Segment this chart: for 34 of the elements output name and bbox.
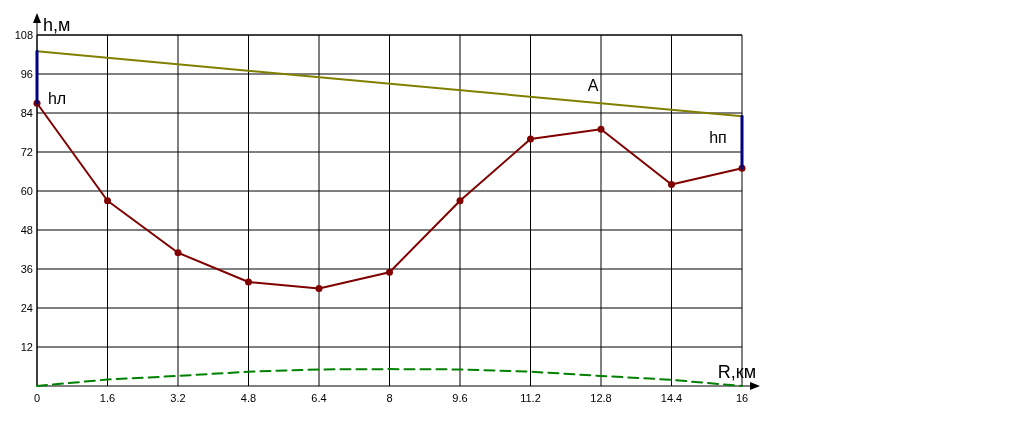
- x-tick-label: 14.4: [660, 392, 683, 404]
- point: [527, 135, 534, 143]
- point: [245, 278, 252, 286]
- y-tick-label: 24: [20, 302, 33, 314]
- point: [668, 181, 675, 188]
- x-tick-label: 0: [33, 392, 41, 404]
- y-tick-label: 72: [20, 146, 33, 158]
- x-tick-label: 4.8: [240, 392, 257, 404]
- x-tick-label: 11.2: [520, 392, 541, 404]
- point: [315, 285, 323, 292]
- x-tick-label: 3.2: [170, 392, 186, 404]
- y-tick-label: 48: [20, 224, 33, 236]
- y-tick-label: 36: [20, 263, 33, 275]
- annotation: hп: [709, 129, 727, 147]
- y-tick-label: 108: [14, 29, 33, 41]
- x-tick-label: 9.6: [452, 392, 468, 404]
- x-axis-title: R,км: [717, 362, 756, 382]
- x-tick-label: 1.6: [99, 392, 116, 404]
- y-tick-label: 96: [20, 68, 33, 80]
- y-tick-label: 12: [20, 341, 33, 353]
- y-tick-label: 60: [20, 185, 33, 197]
- x-tick-label: 16: [735, 392, 749, 404]
- x-tick-label: 12.8: [590, 392, 612, 404]
- point: [174, 249, 182, 257]
- y-axis-title: h,м: [43, 15, 71, 35]
- y-tick-label: 84: [20, 107, 33, 119]
- point: [386, 268, 393, 276]
- point: [104, 197, 111, 205]
- annotation: A: [587, 77, 599, 95]
- point: [597, 125, 605, 133]
- point: [456, 197, 464, 205]
- x-tick-label: 8: [386, 392, 393, 404]
- x-tick-label: 6.4: [311, 392, 327, 404]
- annotation: hл: [47, 90, 67, 108]
